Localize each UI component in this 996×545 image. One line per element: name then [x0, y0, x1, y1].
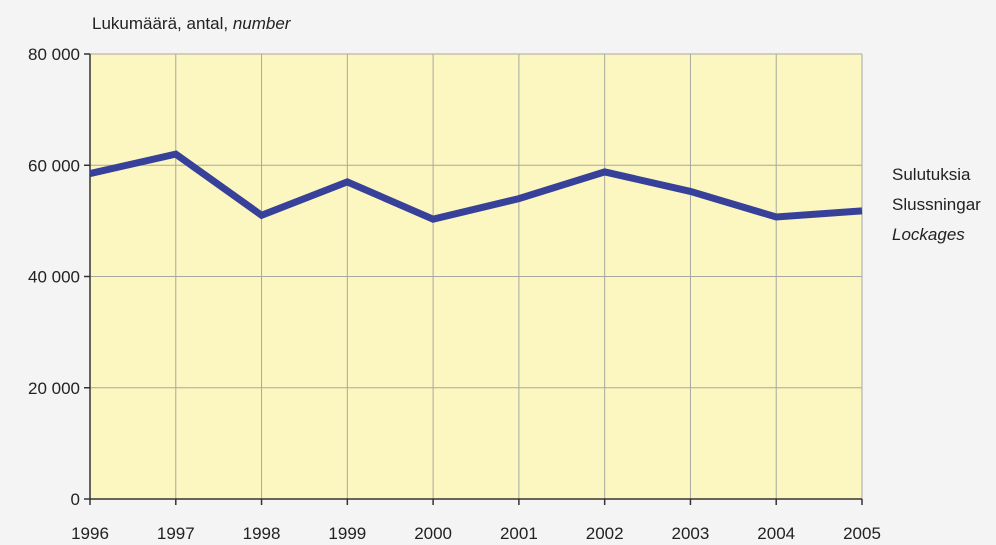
x-tick-label: 2003 — [672, 524, 710, 543]
y-axis-title: Lukumäärä, antal, number — [92, 14, 290, 34]
x-tick-label: 2004 — [757, 524, 795, 543]
legend: Sulutuksia Slussningar Lockages — [892, 160, 981, 250]
y-tick-label: 80 000 — [28, 45, 80, 64]
x-tick-label: 2000 — [414, 524, 452, 543]
series-line — [89, 150, 863, 223]
legend-label-fi: Sulutuksia — [892, 165, 971, 184]
x-tick-label: 2001 — [500, 524, 538, 543]
y-tick-label: 40 000 — [28, 268, 80, 287]
legend-label-en: Lockages — [892, 225, 965, 244]
x-tick-label: 2005 — [843, 524, 881, 543]
x-tick-label: 1999 — [328, 524, 366, 543]
y-axis-title-en: number — [232, 14, 291, 33]
y-tick-label: 20 000 — [28, 379, 80, 398]
x-tick-label: 1996 — [71, 524, 109, 543]
x-tick-label: 1998 — [243, 524, 281, 543]
y-tick-label: 60 000 — [28, 156, 80, 175]
x-tick-label: 1997 — [157, 524, 195, 543]
y-tick-label: 0 — [71, 490, 80, 509]
y-axis-title-fi: Lukumäärä, antal, — [92, 14, 233, 33]
legend-label-sv: Slussningar — [892, 195, 981, 214]
x-tick-label: 2002 — [586, 524, 624, 543]
